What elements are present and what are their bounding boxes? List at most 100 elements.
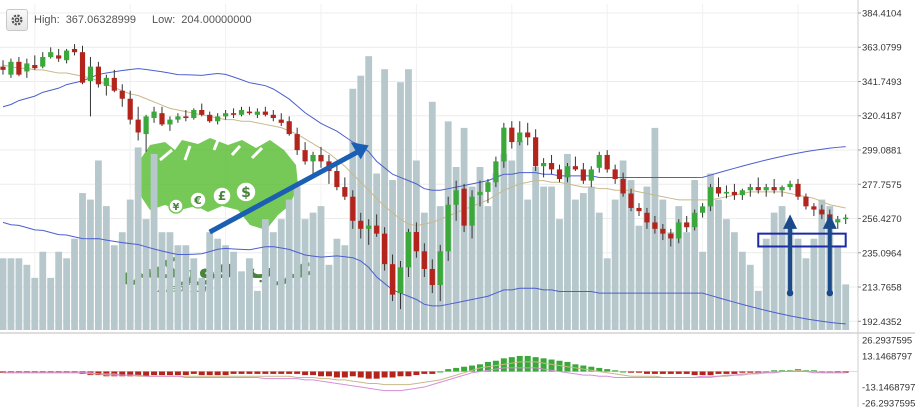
macd-neg-bar: [341, 371, 348, 378]
volume-bar: [118, 232, 126, 330]
up-arrow-head: [783, 214, 798, 229]
bull-candle: [48, 52, 54, 57]
bull-candle: [405, 232, 412, 268]
price-tick-label: 363.0799: [862, 43, 902, 54]
bull-candle: [238, 109, 245, 115]
volume-bar: [373, 173, 381, 330]
volume-bar: [134, 147, 142, 330]
macd-neg-bar: [834, 371, 841, 373]
macd-neg-bar: [318, 371, 324, 377]
volume-bar: [572, 199, 579, 330]
volume-bar: [579, 193, 587, 330]
bear-candle: [286, 121, 292, 135]
bull-candle: [469, 196, 475, 226]
volume-bar: [532, 167, 540, 330]
volume-bar: [214, 238, 222, 330]
arrow-base-dot: [786, 289, 794, 297]
bear-candle: [668, 233, 674, 239]
pound-glyph: £: [218, 189, 226, 203]
yen-glyph: ¥: [173, 202, 180, 213]
volume-bar: [166, 232, 174, 330]
macd-neg-bar: [651, 371, 658, 374]
volume-bar: [683, 232, 691, 330]
macd-neg-bar: [47, 371, 54, 373]
macd-pos-bar: [810, 370, 817, 372]
volume-bar: [715, 199, 722, 330]
bear-candle: [795, 183, 801, 197]
bear-candle: [819, 209, 825, 215]
dollar-glyph: $: [241, 185, 251, 201]
bear-candle: [207, 114, 213, 122]
volume-bar: [285, 199, 293, 330]
macd-pos-bar: [620, 371, 627, 373]
macd-pos-bar: [818, 371, 825, 373]
bull-candle: [453, 190, 459, 205]
candlesticks: [0, 44, 849, 310]
bull-candle: [564, 166, 571, 178]
macd-neg-bar: [349, 371, 356, 377]
macd-neg-bar: [715, 371, 722, 374]
bear-candle: [803, 196, 809, 207]
settings-button[interactable]: [6, 9, 28, 31]
volume-bar: [47, 277, 55, 330]
volume-bar: [587, 186, 595, 330]
volume-bar: [508, 160, 516, 330]
bull-candle: [437, 251, 443, 286]
volume-bar: [277, 219, 285, 330]
macd-neg-bar: [119, 371, 126, 377]
volume-bar: [484, 206, 492, 330]
macd-pos-bar: [763, 371, 770, 373]
macd-pos-bar: [612, 370, 619, 372]
price-tick-label: 277.7575: [862, 180, 902, 191]
volume-bar: [269, 232, 277, 330]
bull-candle: [215, 116, 221, 122]
bull-candle: [103, 77, 109, 86]
bear-candle: [159, 113, 165, 125]
bull-candle: [64, 50, 70, 61]
volume-bar: [317, 206, 325, 330]
bear-candle: [715, 187, 722, 194]
volume-bar: [595, 212, 603, 330]
volume-bar: [428, 101, 436, 330]
volume-bar: [7, 258, 15, 330]
volume-bar: [174, 245, 182, 330]
volume-bar: [365, 56, 373, 330]
macd-neg-bar: [683, 371, 690, 374]
bear-candle: [71, 48, 78, 53]
volume-bar: [254, 290, 261, 330]
macd-pos-bar: [826, 371, 833, 373]
euro-glyph: €: [193, 194, 202, 207]
bull-candle: [747, 187, 753, 191]
volume-bar: [182, 245, 190, 330]
macd-tick-label: 13.1468797: [862, 351, 912, 362]
volume-bar: [707, 173, 714, 330]
macd-neg-bar: [707, 371, 714, 376]
bull-candle: [779, 187, 785, 191]
macd-neg-bar: [143, 371, 150, 377]
price-tick-label: 320.4187: [862, 111, 902, 122]
volume-bar: [126, 199, 134, 330]
bear-candle: [644, 212, 650, 223]
macd-neg-bar: [643, 371, 650, 374]
macd-neg-bar: [842, 371, 849, 373]
volume-bar: [15, 258, 23, 330]
volume-bar: [810, 238, 818, 330]
macd-neg-bar: [429, 371, 436, 374]
macd-neg-bar: [39, 371, 46, 373]
volume-bar: [627, 180, 635, 330]
bear-candle: [302, 150, 308, 162]
volume-bar: [778, 206, 786, 330]
macd-neg-bar: [198, 371, 205, 376]
price-axis: 384.4104 363.0799 341.7493 320.4187 299.0881…: [858, 8, 915, 407]
volume-bar: [635, 225, 643, 330]
up-arrow-head: [822, 214, 837, 229]
volume-bar: [754, 290, 762, 330]
arrow-base-dot: [826, 289, 833, 297]
volume-bar: [79, 193, 86, 330]
volume-bar: [87, 199, 94, 330]
bull-candle: [787, 183, 793, 188]
bull-candle: [843, 217, 849, 220]
bull-candle: [835, 219, 841, 223]
bear-candle: [684, 222, 690, 228]
volume-bar: [246, 258, 253, 330]
